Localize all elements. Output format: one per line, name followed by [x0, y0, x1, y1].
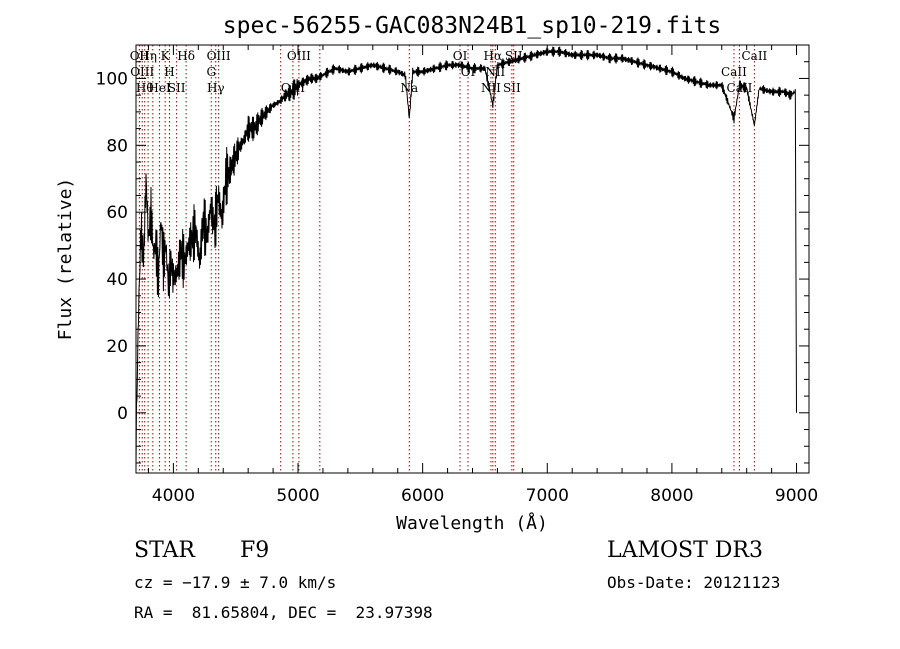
y-tick-label: 40	[106, 270, 128, 290]
x-tick-label: 8000	[650, 486, 693, 506]
line-marker-label: OIII	[130, 65, 154, 79]
line-marker-label: H	[164, 65, 174, 79]
line-marker-label: Hθ	[136, 81, 154, 95]
line-marker-label: G	[206, 65, 216, 79]
line-marker-label: CaII	[721, 65, 747, 79]
survey-name: LAMOST DR3	[607, 538, 763, 563]
y-tick-label: 60	[106, 203, 128, 223]
object-class: STAR	[134, 538, 195, 563]
observation-date: Obs-Date: 20121123	[607, 573, 781, 592]
line-marker-label: SII	[503, 81, 521, 95]
object-subclass: F9	[240, 538, 270, 563]
y-tick-label: 20	[106, 337, 128, 357]
x-axis-label: Wavelength (Å)	[396, 512, 548, 534]
line-marker-label: NII	[481, 81, 501, 95]
emission-line-markers: OIIOIIIHθHηHeIKHSIIHδGHγOIIIOIIIOIIINaOI…	[130, 45, 768, 473]
plot-frame	[135, 44, 810, 474]
line-marker-label: OIII	[287, 49, 311, 63]
redshift-velocity: cz = −17.9 ± 7.0 km/s	[134, 573, 337, 592]
y-axis-label: Flux (relative)	[55, 178, 76, 341]
line-marker-label: Hη	[139, 49, 157, 63]
x-tick-label: 5000	[276, 486, 319, 506]
line-marker-label: OIII	[207, 49, 231, 63]
x-axis-ticks: 4000 5000 6000 7000 8000 9000	[147, 45, 818, 506]
sky-coordinates: RA = 81.65804, DEC = 23.97398	[134, 603, 433, 622]
line-marker-label: OII	[130, 49, 150, 63]
line-marker-label: OI	[453, 49, 468, 63]
line-marker-label: Hδ	[177, 49, 195, 63]
y-axis-ticks: 0 20 40 60 80 100	[96, 61, 809, 464]
x-tick-label: 4000	[152, 486, 195, 506]
line-marker-label: CaII	[741, 49, 767, 63]
line-marker-label: Na	[400, 81, 418, 95]
y-tick-label: 100	[96, 69, 128, 89]
line-marker-label: K	[161, 49, 171, 63]
x-tick-label: 9000	[775, 486, 818, 506]
line-marker-label: NII	[485, 65, 505, 79]
series-layer	[135, 46, 797, 470]
chart-title: spec-56255-GAC083N24B1_sp10-219.fits	[223, 13, 722, 39]
y-tick-label: 0	[117, 404, 128, 424]
line-marker-label: HeI	[148, 81, 171, 95]
line-marker-label: Hγ	[207, 81, 225, 95]
line-marker-label: SII	[168, 81, 186, 95]
line-marker-label: Hα	[484, 49, 503, 63]
x-tick-label: 6000	[401, 486, 444, 506]
y-tick-label: 80	[106, 136, 128, 156]
x-tick-label: 7000	[526, 486, 569, 506]
spectrum-line	[135, 46, 797, 470]
